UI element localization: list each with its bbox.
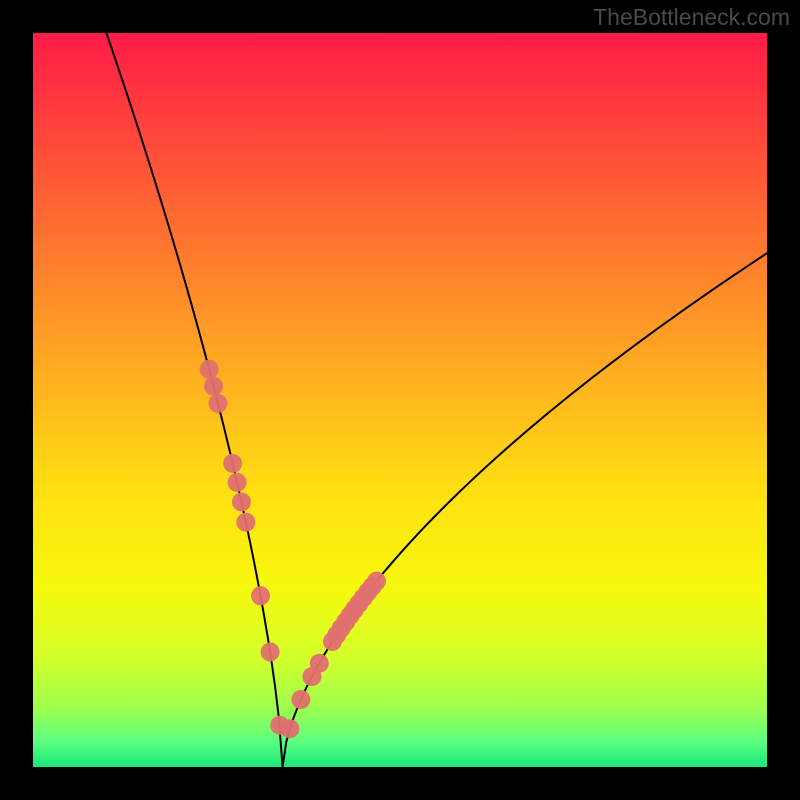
data-point xyxy=(208,394,227,413)
data-point xyxy=(251,586,270,605)
data-point xyxy=(280,719,299,738)
bottleneck-chart-svg xyxy=(0,0,800,800)
data-point xyxy=(310,654,329,673)
chart-stage: TheBottleneck.com xyxy=(0,0,800,800)
data-point xyxy=(204,377,223,396)
data-point xyxy=(228,473,247,492)
watermark-text: TheBottleneck.com xyxy=(593,4,790,31)
data-point xyxy=(261,642,280,661)
data-point xyxy=(223,454,242,473)
data-point xyxy=(232,492,251,511)
data-point xyxy=(236,513,255,532)
data-point xyxy=(367,572,386,591)
data-point xyxy=(291,690,310,709)
data-point xyxy=(200,360,219,379)
